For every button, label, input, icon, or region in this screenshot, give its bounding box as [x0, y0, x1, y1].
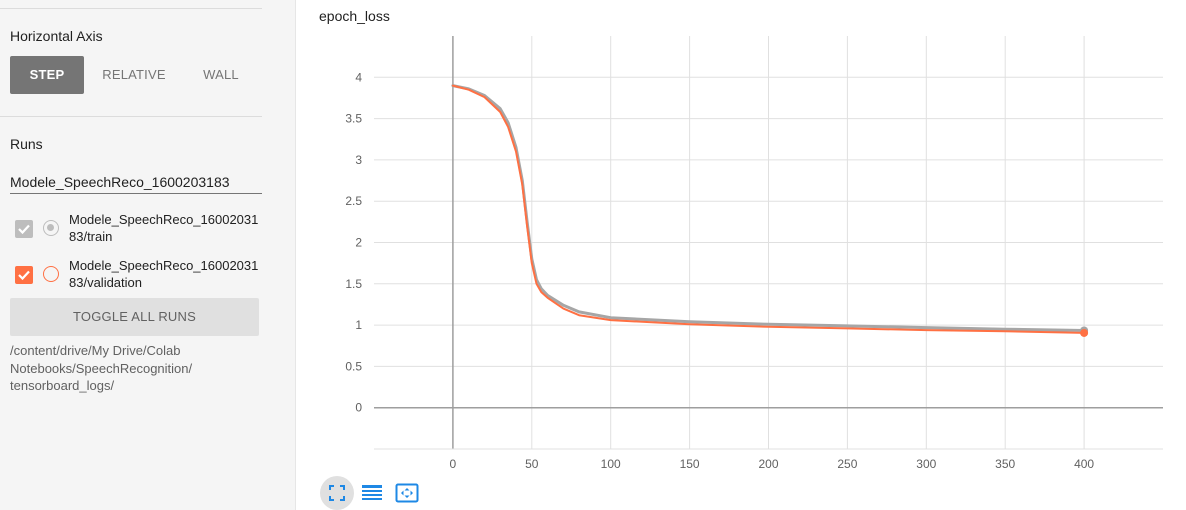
axis-step-button[interactable]: STEP: [10, 56, 84, 94]
run-label-validation: Modele_SpeechReco_1600203183/validation: [69, 258, 259, 290]
x-tick-label: 400: [1074, 457, 1094, 471]
data-table-icon: [362, 485, 382, 500]
y-tick-label: 4: [355, 70, 362, 84]
y-tick-label: 0.5: [345, 359, 362, 373]
x-tick-label: 200: [758, 457, 778, 471]
fit-domain-icon: [395, 483, 419, 503]
run-radio-train[interactable]: [43, 220, 59, 236]
axis-relative-button[interactable]: RELATIVE: [102, 67, 166, 82]
fit-domain-button[interactable]: [390, 476, 424, 510]
run-label-train: Modele_SpeechReco_1600203183/train: [69, 212, 259, 244]
x-tick-label: 0: [450, 457, 457, 471]
runs-title: Runs: [10, 136, 43, 152]
run-checkbox-validation[interactable]: [15, 266, 33, 284]
radio-dot-icon: [47, 224, 54, 231]
y-tick-label: 3: [355, 153, 362, 167]
log-directory-path: /content/drive/My Drive/Colab Notebooks/…: [10, 343, 193, 393]
x-tick-label: 50: [525, 457, 539, 471]
data-point-validation-end: [1080, 328, 1089, 337]
x-tick-label: 350: [995, 457, 1015, 471]
sidebar: Horizontal Axis STEP RELATIVE WALL Runs …: [0, 0, 296, 510]
toggle-all-runs-button[interactable]: TOGGLE ALL RUNS: [10, 298, 259, 336]
run-radio-validation[interactable]: [43, 266, 59, 282]
horizontal-axis-title: Horizontal Axis: [10, 28, 103, 44]
x-tick-label: 150: [680, 457, 700, 471]
x-tick-label: 100: [601, 457, 621, 471]
y-tick-label: 2: [355, 236, 362, 250]
axis-wall-button[interactable]: WALL: [203, 67, 239, 82]
run-checkbox-train[interactable]: [15, 220, 33, 238]
series-line-validation: [451, 84, 1086, 334]
chart-title: epoch_loss: [319, 8, 390, 24]
checkmark-icon: [18, 270, 30, 281]
run-item-train: Modele_SpeechReco_1600203183/train: [10, 210, 265, 250]
divider: [0, 116, 262, 117]
y-tick-label: 3.5: [345, 112, 362, 126]
y-tick-label: 2.5: [345, 194, 362, 208]
y-tick-label: 0: [355, 401, 362, 415]
loss-chart[interactable]: 0 50 100 150 200 250 300 350 400 0 0.5 1 1.5 2 2.5 3 3.5…: [300, 30, 1180, 476]
run-item-validation: Modele_SpeechReco_1600203183/validation: [10, 256, 265, 296]
fit-screen-icon: [329, 485, 345, 501]
run-filter-input[interactable]: [10, 170, 262, 194]
divider: [0, 8, 262, 9]
data-table-button[interactable]: [355, 476, 389, 510]
checkmark-icon: [18, 224, 30, 235]
y-tick-label: 1: [355, 318, 362, 332]
fit-screen-button[interactable]: [320, 476, 354, 510]
series-line-train: [451, 84, 1086, 332]
x-tick-label: 250: [837, 457, 857, 471]
x-tick-label: 300: [916, 457, 936, 471]
y-tick-label: 1.5: [345, 277, 362, 291]
